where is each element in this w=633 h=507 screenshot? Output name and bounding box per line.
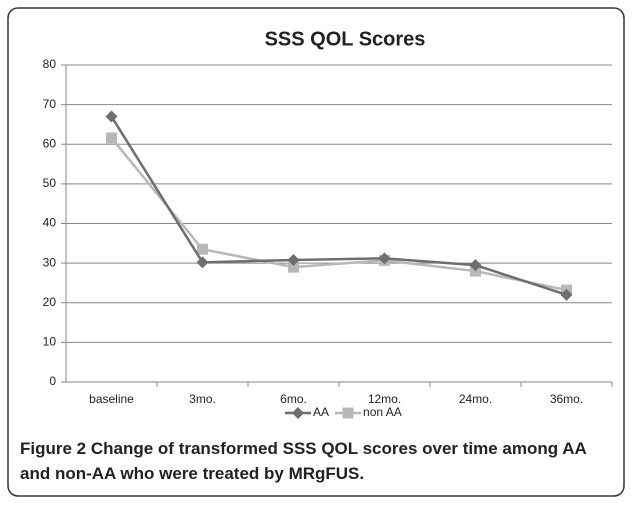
legend-label: non AA [363,405,402,419]
series-line [110,115,567,297]
y-tick-label: 50 [43,176,57,190]
legend-label: AA [313,405,329,419]
x-tick-label: 36mo. [550,392,583,406]
x-tick-label: baseline [89,392,134,406]
marker [378,252,391,265]
x-tick-label: 24mo. [459,392,492,406]
marker [105,110,118,123]
marker [342,407,354,419]
y-tick-label: 70 [43,97,57,111]
marker [288,261,299,273]
caption-text: Change of transformed SSS QOL scores ove… [20,439,587,483]
y-tick-label: 80 [43,57,57,71]
x-tick-label: 6mo. [280,392,307,406]
x-tick-label: 12mo. [368,392,401,406]
marker [106,132,117,144]
caption-label: Figure 2 [20,439,87,458]
marker [469,259,482,272]
marker [197,243,208,255]
marker [560,288,573,301]
y-tick-label: 20 [43,295,57,309]
marker [287,253,300,266]
figure-border [7,7,625,497]
y-tick-label: 40 [43,216,57,230]
caption: Figure 2 Change of transformed SSS QOL s… [20,436,620,486]
marker [196,256,209,269]
x-tick-label: 3mo. [189,392,216,406]
y-tick-label: 10 [43,335,57,349]
y-tick-label: 60 [43,136,57,150]
y-tick-label: 0 [49,374,56,388]
series-line [110,137,567,292]
y-tick-label: 30 [43,255,57,269]
chart-title: SSS QOL Scores [265,28,426,50]
marker [292,407,304,419]
